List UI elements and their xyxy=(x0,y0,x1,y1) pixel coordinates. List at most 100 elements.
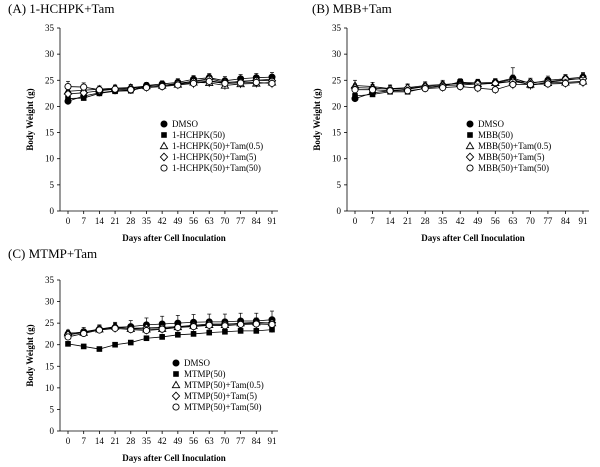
x-tick-label: 21 xyxy=(111,216,120,226)
y-tick-label: 25 xyxy=(332,75,342,85)
y-tick-label: 20 xyxy=(45,340,55,350)
data-point xyxy=(142,326,151,335)
legend-marker xyxy=(159,152,169,162)
legend-label: 1-HCHPK(50)+Tam(50) xyxy=(172,163,261,173)
legend-label: MBB(50)+Tam(50) xyxy=(478,163,549,173)
data-point xyxy=(221,322,229,330)
series-4 xyxy=(64,319,276,341)
data-point xyxy=(63,89,73,99)
legend-label: 1-HCHPK(50)+Tam(0.5) xyxy=(172,141,263,151)
y-tick-label: 0 xyxy=(50,206,55,216)
y-tick-label: 35 xyxy=(45,23,55,33)
data-point xyxy=(142,84,151,92)
legend-marker xyxy=(171,380,181,389)
data-point xyxy=(351,86,359,94)
data-point xyxy=(509,80,517,89)
x-tick-label: 91 xyxy=(268,216,277,226)
data-point xyxy=(158,325,166,333)
y-axis-label: Body Weight (g) xyxy=(312,88,322,150)
legend-label: MTMP(50)+Tam(5) xyxy=(184,391,257,401)
y-tick-label: 10 xyxy=(45,154,55,164)
x-tick-label: 21 xyxy=(403,216,412,226)
data-point xyxy=(174,323,182,332)
legend-label: MTMP(50)+Tam(0.5) xyxy=(184,380,264,390)
x-axis-label: Days after Cell Inoculation xyxy=(421,233,525,243)
x-tick-label: 28 xyxy=(126,216,136,226)
y-tick-label: 35 xyxy=(332,23,342,33)
x-tick-label: 0 xyxy=(66,216,71,226)
legend-label: DMSO xyxy=(184,358,211,368)
y-tick-label: 10 xyxy=(332,154,342,164)
legend-label: MTMP(50) xyxy=(184,369,226,379)
x-tick-label: 14 xyxy=(95,436,105,446)
data-point xyxy=(237,328,244,334)
data-point xyxy=(65,95,71,102)
data-point xyxy=(205,77,213,85)
legend-marker xyxy=(171,391,181,401)
y-tick-label: 30 xyxy=(45,297,55,307)
data-point xyxy=(404,87,412,95)
x-tick-label: 56 xyxy=(491,216,501,226)
data-point xyxy=(95,326,103,334)
legend-marker xyxy=(160,120,168,128)
legend: DMSOMBB(50)MBB(50)+Tam(0.5)MBB(50)+Tam(5… xyxy=(465,119,551,173)
legend-marker xyxy=(160,164,168,172)
data-point xyxy=(368,86,377,94)
legend-label: 1-HCHPK(50) xyxy=(172,130,225,140)
legend-marker xyxy=(159,141,169,150)
data-point xyxy=(174,81,182,89)
legend-label: MBB(50)+Tam(0.5) xyxy=(478,141,551,151)
legend-marker xyxy=(465,141,475,150)
chart-panel-1: (B) MBB+Tam 0 5 10 15 20 25 30 35 0 7 14 21 28 35 42 49 5… xyxy=(312,1,589,243)
legend-marker xyxy=(173,371,179,377)
x-tick-label: 42 xyxy=(158,436,167,446)
data-point xyxy=(456,83,464,91)
legend-marker xyxy=(466,120,474,128)
y-tick-label: 25 xyxy=(45,318,55,328)
series-1 xyxy=(352,73,586,99)
x-tick-label: 35 xyxy=(142,216,152,226)
x-tick-label: 28 xyxy=(421,216,431,226)
series-4 xyxy=(64,75,276,94)
data-point xyxy=(206,329,213,336)
legend-label: DMSO xyxy=(478,119,505,129)
x-axis-label: Days after Cell Inoculation xyxy=(122,453,226,463)
chart-title: (C) MTMP+Tam xyxy=(8,246,97,261)
x-tick-label: 91 xyxy=(579,216,588,226)
x-tick-label: 0 xyxy=(66,436,71,446)
x-tick-label: 70 xyxy=(220,216,230,226)
y-tick-label: 15 xyxy=(45,361,55,371)
y-tick-label: 15 xyxy=(45,128,55,138)
series-2 xyxy=(63,77,277,95)
y-tick-label: 5 xyxy=(337,180,342,190)
x-tick-label: 42 xyxy=(158,216,167,226)
data-point xyxy=(189,323,198,331)
data-point xyxy=(421,85,429,93)
y-tick-label: 10 xyxy=(45,383,55,393)
x-tick-label: 56 xyxy=(189,216,199,226)
x-tick-label: 63 xyxy=(205,436,215,446)
data-point xyxy=(268,320,276,328)
data-point xyxy=(579,78,587,86)
legend-label: DMSO xyxy=(172,119,199,129)
data-point xyxy=(127,86,135,94)
y-axis-label: Body Weight (g) xyxy=(25,88,35,150)
x-tick-label: 42 xyxy=(456,216,465,226)
x-tick-label: 77 xyxy=(236,216,246,226)
data-point xyxy=(526,80,534,89)
data-point xyxy=(369,91,376,98)
x-tick-label: 49 xyxy=(173,216,183,226)
y-tick-label: 30 xyxy=(332,49,342,59)
data-point xyxy=(544,80,552,88)
data-point xyxy=(352,93,358,99)
x-tick-label: 21 xyxy=(111,436,120,446)
legend-marker xyxy=(466,164,474,172)
x-tick-label: 35 xyxy=(142,436,152,446)
data-point xyxy=(143,335,150,342)
x-tick-label: 70 xyxy=(526,216,536,226)
data-point xyxy=(561,79,570,87)
y-tick-label: 20 xyxy=(332,101,342,111)
x-tick-label: 35 xyxy=(438,216,448,226)
